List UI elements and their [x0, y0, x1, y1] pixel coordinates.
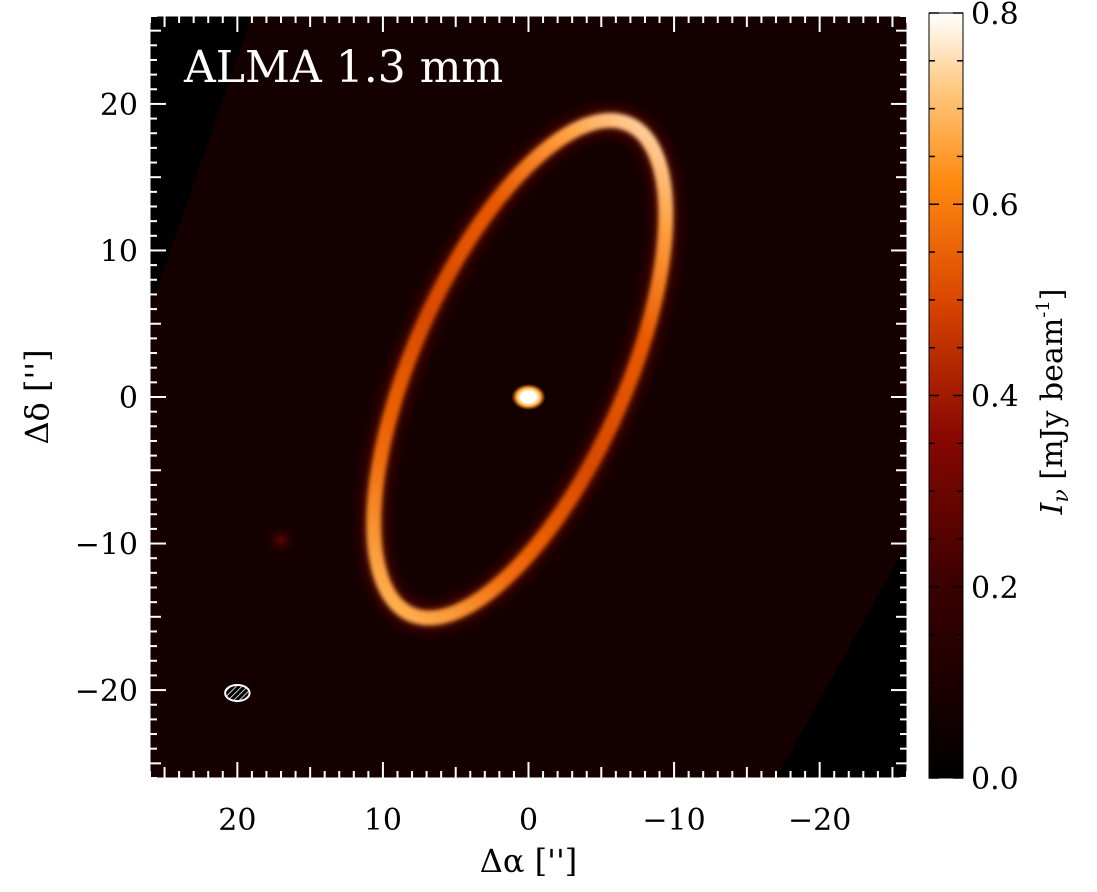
beam-ellipse	[224, 683, 251, 703]
central-source	[511, 384, 546, 410]
y-tick-label: 20	[100, 88, 138, 123]
x-tick-label: −10	[642, 803, 705, 838]
colorbar-label-unit: [mJy beam	[1035, 318, 1070, 490]
x-tick-label: −20	[788, 803, 851, 838]
image-panel: ALMA 1.3 mm	[149, 15, 908, 779]
y-tick-label: −20	[75, 674, 138, 709]
colorbar-label-subscript: ν	[1049, 489, 1074, 502]
x-tick-label: 20	[218, 803, 256, 838]
y-tick-label: −10	[75, 528, 138, 563]
colorbar-tick-label: 0.8	[971, 0, 1019, 32]
y-tick-labels: 20 10 0 −10 −20	[75, 88, 138, 709]
x-tick-label: 10	[364, 803, 402, 838]
x-axis-label: Δα ['']	[480, 842, 577, 880]
colorbar-tick-labels: 0.0 0.2 0.4 0.6 0.8	[971, 0, 1019, 797]
colorbar-ticks	[929, 12, 963, 779]
y-tick-label: 10	[100, 234, 138, 269]
dust-ring	[366, 112, 674, 626]
colorbar-label-symbol: I	[1035, 502, 1070, 516]
colorbar-tick-label: 0.0	[971, 762, 1019, 797]
colorbar-label-close: ]	[1035, 289, 1070, 301]
colorbar-tick-label: 0.6	[971, 188, 1019, 223]
y-axis-label: Δδ ['']	[18, 349, 56, 444]
colorbar: 0.0 0.2 0.4 0.6 0.8 Iν [mJy beam-1]	[928, 0, 1074, 797]
axis-ticks	[149, 15, 908, 779]
chart-title: ALMA 1.3 mm	[183, 42, 503, 93]
colorbar-label-superscript: -1	[1033, 300, 1054, 318]
x-tick-labels: 20 10 0 −10 −20	[218, 803, 851, 838]
compact-source	[265, 524, 298, 557]
y-tick-label: 0	[119, 381, 138, 416]
colorbar-tick-label: 0.2	[971, 571, 1019, 606]
colorbar-label: Iν [mJy beam-1]	[1033, 289, 1074, 516]
colorbar-tick-label: 0.4	[971, 380, 1019, 415]
x-tick-label: 0	[519, 803, 538, 838]
